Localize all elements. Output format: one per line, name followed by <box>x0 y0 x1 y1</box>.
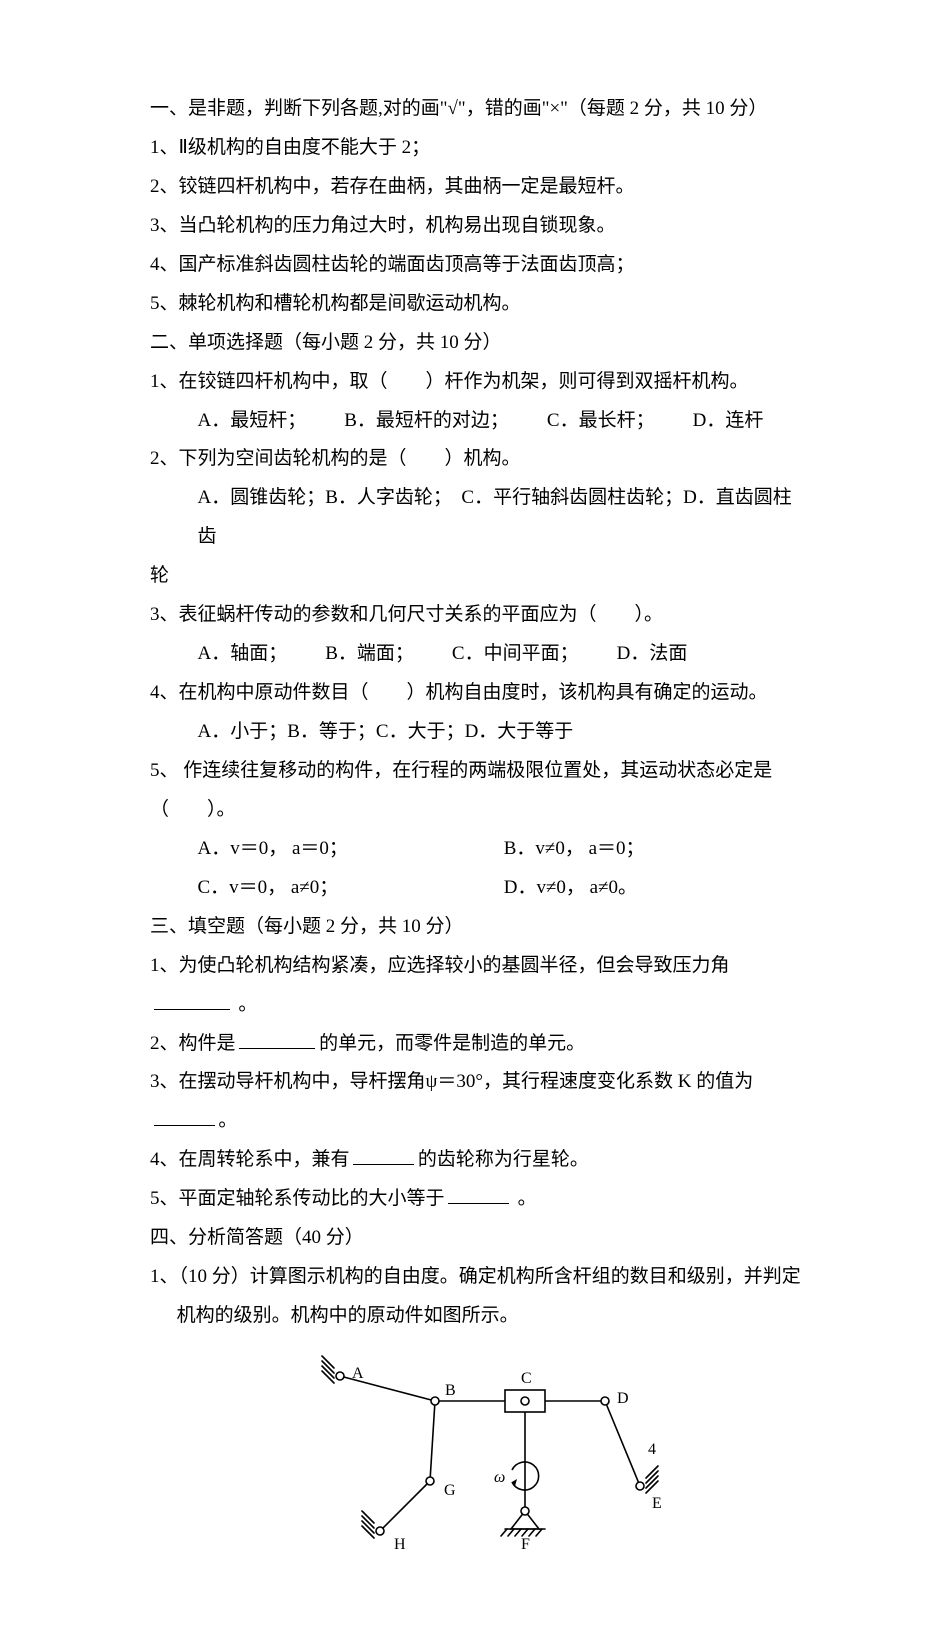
s2-q5-row1: A．v＝0， a＝0； B．v≠0， a＝0； <box>150 830 810 869</box>
s1-heading: 一、是非题，判断下列各题,对的画"√"，错的画"×"（每题 2 分，共 10 分… <box>150 90 810 129</box>
s3-q2b: 的单元，而零件是制造的单元。 <box>319 1033 585 1054</box>
s1-q3: 3、当凸轮机构的压力角过大时，机构易出现自锁现象。 <box>150 207 810 246</box>
s1-q5: 5、棘轮机构和槽轮机构都是间歇运动机构。 <box>150 285 810 324</box>
s1-q1: 1、Ⅱ级机构的自由度不能大于 2； <box>150 129 810 168</box>
s2-q1-a: A．最短杆； <box>198 402 307 441</box>
svg-text:G: G <box>444 1482 456 1499</box>
s3-heading: 三、填空题（每小题 2 分，共 10 分） <box>150 908 810 947</box>
s3-q3b: 。 <box>218 1110 237 1131</box>
s2-q5-a: A．v＝0， a＝0； <box>198 830 504 869</box>
s2-q4-opts: A．小于；B．等于；C．大于；D．大于等于 <box>150 713 810 752</box>
s3-q4: 4、在周转轮系中，兼有 的齿轮称为行星轮。 <box>150 1141 810 1180</box>
s3-q1a: 1、为使凸轮机构结构紧凑，应选择较小的基圆半径，但会导致压力角 <box>150 955 730 976</box>
mechanism-figure: ω A B C D E F G H 4 <box>150 1346 810 1591</box>
s4-q1-l1: 1、（10 分）计算图示机构的自由度。确定机构所含杆组的数目和级别，并判定 <box>150 1258 810 1297</box>
s2-q3-stem: 3、表征蜗杆传动的参数和几何尺寸关系的平面应为（ ）。 <box>150 596 810 635</box>
s3-q5: 5、平面定轴轮系传动比的大小等于 。 <box>150 1180 810 1219</box>
blank-icon <box>154 990 230 1010</box>
s2-q5-row2: C．v＝0， a≠0； D．v≠0， a≠0。 <box>150 869 810 908</box>
svg-text:D: D <box>617 1390 629 1407</box>
s1-q2: 2、铰链四杆机构中，若存在曲柄，其曲柄一定是最短杆。 <box>150 168 810 207</box>
svg-text:A: A <box>352 1365 364 1382</box>
s2-q2-opts-line: A．圆锥齿轮；B．人字齿轮； C．平行轴斜齿圆柱齿轮；D．直齿圆柱齿 <box>150 479 810 557</box>
svg-text:ω: ω <box>494 1469 505 1486</box>
svg-text:F: F <box>521 1536 530 1553</box>
s3-q4b: 的齿轮称为行星轮。 <box>418 1149 589 1170</box>
s3-q3: 3、在摆动导杆机构中，导杆摆角ψ＝30°，其行程速度变化系数 K 的值为。 <box>150 1063 810 1141</box>
s2-q1-opts: A．最短杆； B．最短杆的对边； C．最长杆； D．连杆 <box>150 402 810 441</box>
s2-q1-c: C．最长杆； <box>547 402 655 441</box>
s2-q5-stem2: （ ）。 <box>150 791 810 830</box>
s3-q4a: 4、在周转轮系中，兼有 <box>150 1149 350 1170</box>
s3-q3a: 3、在摆动导杆机构中，导杆摆角ψ＝30°，其行程速度变化系数 K 的值为 <box>150 1071 753 1092</box>
s4-heading: 四、分析简答题（40 分） <box>150 1219 810 1258</box>
s2-q1-stem: 1、在铰链四杆机构中，取（ ）杆作为机架，则可得到双摇杆机构。 <box>150 363 810 402</box>
s3-q2a: 2、构件是 <box>150 1033 236 1054</box>
s2-q2-opts-tail: 轮 <box>150 557 810 596</box>
s2-q3-opts: A．轴面； B．端面； C．中间平面； D．法面 <box>150 635 810 674</box>
s3-q5a: 5、平面定轴轮系传动比的大小等于 <box>150 1188 445 1209</box>
s2-q3-a: A．轴面； <box>198 635 288 674</box>
s1-q4: 4、国产标准斜齿圆柱齿轮的端面齿顶高等于法面齿顶高； <box>150 246 810 285</box>
s2-q3-d: D．法面 <box>617 635 688 674</box>
blank-icon <box>448 1184 509 1204</box>
s2-q1-d: D．连杆 <box>693 402 764 441</box>
s3-q2: 2、构件是 的单元，而零件是制造的单元。 <box>150 1025 810 1064</box>
blank-icon <box>239 1029 315 1049</box>
s2-q5-c: C．v＝0， a≠0； <box>198 869 504 908</box>
s4-q1-l2: 机构的级别。机构中的原动件如图所示。 <box>150 1297 810 1336</box>
s2-q4-stem: 4、在机构中原动件数目（ ）机构自由度时，该机构具有确定的运动。 <box>150 674 810 713</box>
s2-q5-d: D．v≠0， a≠0。 <box>504 869 810 908</box>
s2-q1-b: B．最短杆的对边； <box>344 402 509 441</box>
svg-text:C: C <box>521 1370 532 1387</box>
svg-text:E: E <box>652 1495 662 1512</box>
blank-icon <box>154 1106 215 1126</box>
mechanism-svg: ω A B C D E F G H 4 <box>270 1346 690 1576</box>
svg-text:4: 4 <box>648 1441 656 1458</box>
s3-q1: 1、为使凸轮机构结构紧凑，应选择较小的基圆半径，但会导致压力角 。 <box>150 947 810 1025</box>
s3-q5b: 。 <box>513 1188 537 1209</box>
s2-q2-stem: 2、下列为空间齿轮机构的是（ ）机构。 <box>150 440 810 479</box>
s2-heading: 二、单项选择题（每小题 2 分，共 10 分） <box>150 324 810 363</box>
s2-q5-stem1: 5、 作连续往复移动的构件，在行程的两端极限位置处，其运动状态必定是 <box>150 752 810 791</box>
blank-icon <box>353 1145 414 1165</box>
s2-q3-c: C．中间平面； <box>452 635 579 674</box>
svg-text:H: H <box>394 1536 406 1553</box>
s3-q1b: 。 <box>234 994 258 1015</box>
s2-q5-b: B．v≠0， a＝0； <box>504 830 810 869</box>
svg-text:B: B <box>445 1382 456 1399</box>
s2-q3-b: B．端面； <box>325 635 414 674</box>
